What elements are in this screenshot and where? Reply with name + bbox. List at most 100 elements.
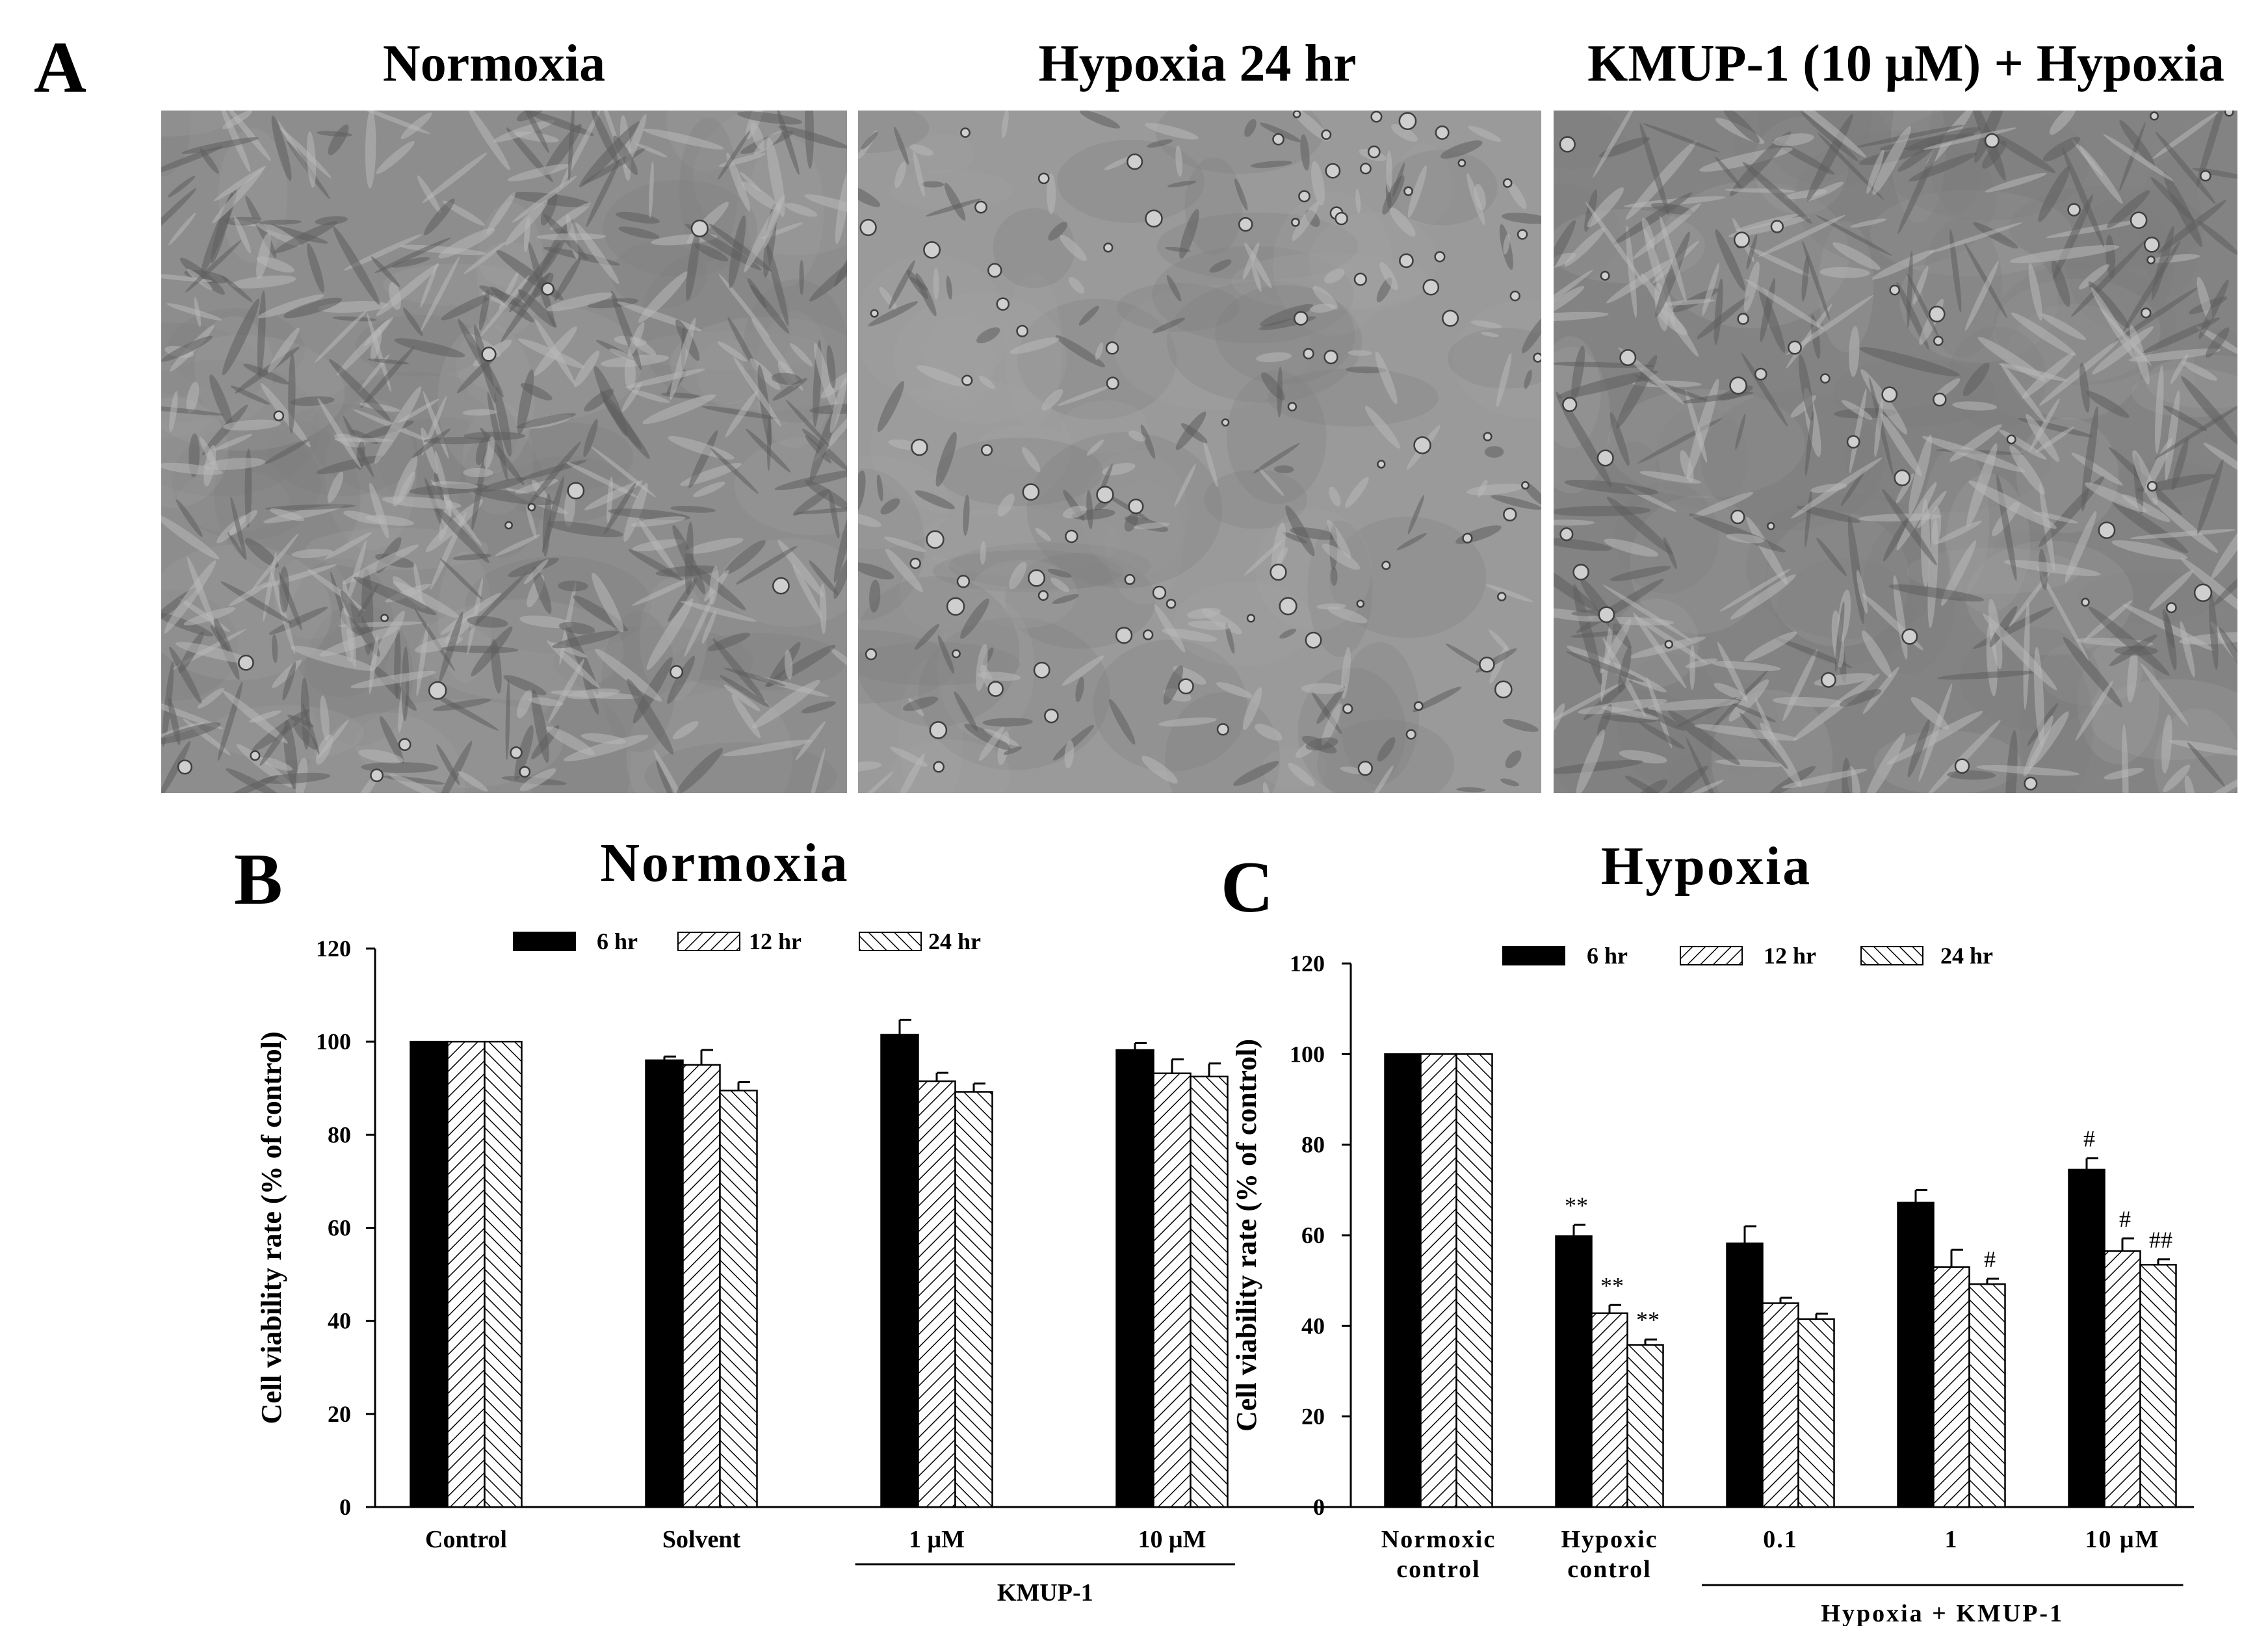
micrograph-cell	[1750, 248, 1810, 277]
micrograph-shading	[1156, 111, 1324, 174]
micrograph-round-cell	[1894, 469, 1911, 486]
micrograph-shading	[1184, 157, 1243, 256]
micrograph-round-cell	[1462, 532, 1473, 544]
micrograph-cell	[1209, 259, 1232, 273]
micrograph-cell	[1610, 566, 1671, 581]
micrograph-cell	[1897, 143, 1936, 172]
micrograph-cell	[1604, 538, 1659, 557]
micrograph-cell	[747, 278, 767, 308]
y-tick-label: 20	[328, 1401, 351, 1427]
micrograph-cell	[2152, 497, 2219, 553]
micrograph-cell	[314, 309, 368, 363]
micrograph-cell	[1496, 353, 1512, 408]
micrograph-cell	[933, 267, 939, 300]
micrograph-cell	[1128, 430, 1146, 442]
micrograph-round-cell	[1619, 349, 1637, 366]
micrograph-cell	[725, 390, 758, 438]
micrograph-cell	[2163, 405, 2208, 431]
micrograph-cell	[777, 540, 824, 597]
micrograph-cell	[1068, 277, 1085, 294]
micrograph-round-cell	[1216, 723, 1229, 736]
micrograph-cell	[1291, 111, 1330, 142]
micrograph-round-cell	[1293, 311, 1309, 326]
micrograph-round-cell	[1305, 631, 1322, 649]
micrograph-shading	[1061, 400, 1149, 454]
micrograph-cell	[1729, 131, 1792, 196]
micrograph-round-cell	[1128, 498, 1144, 514]
micrograph-round-cell	[1933, 392, 1947, 407]
micrograph-cell	[520, 111, 549, 153]
micrograph-cell	[2106, 190, 2150, 229]
micrograph-round-cell	[238, 654, 254, 671]
micrograph-cell	[1257, 467, 1284, 496]
micrograph-cell	[290, 396, 335, 406]
micrograph-round-cell	[1115, 627, 1133, 644]
micrograph-cell	[805, 111, 814, 169]
micrograph-cell	[586, 159, 620, 228]
micrograph-cell	[1571, 345, 1585, 402]
micrograph-cell	[1468, 125, 1502, 142]
micrograph-cell	[2128, 348, 2221, 362]
bar	[1153, 1072, 1192, 1508]
micrograph-cell	[458, 771, 488, 792]
micrograph-cell	[1256, 352, 1292, 363]
micrograph-cell	[1661, 299, 1715, 306]
micrograph-round-cell	[2098, 521, 2116, 539]
micrograph-cell	[804, 194, 847, 215]
micrograph-cell	[1279, 629, 1297, 639]
micrograph-cell	[954, 691, 978, 732]
bar	[1115, 1049, 1154, 1508]
micrograph-cell	[1316, 686, 1346, 724]
micrograph-cell	[736, 111, 803, 125]
micrograph-cell	[1501, 213, 1541, 224]
micrograph-cell	[1554, 252, 1576, 270]
micrograph-cell	[1931, 506, 1942, 545]
micrograph-cell	[230, 275, 296, 289]
micrograph-cell	[680, 601, 757, 622]
micrograph-round-cell	[1044, 708, 1059, 724]
micrograph-cell	[1746, 517, 1788, 585]
bar	[1968, 1283, 2006, 1508]
micrograph-cell	[1554, 703, 1565, 737]
micrograph-cell	[1744, 631, 1797, 662]
micrograph-cell	[1680, 450, 1694, 483]
micrograph-cell	[265, 439, 309, 464]
micrograph-round-cell	[1521, 481, 1530, 490]
micrograph-cell	[1839, 689, 1882, 707]
micrograph-cell	[1175, 145, 1183, 177]
bar	[410, 1040, 449, 1508]
micrograph-cell	[1300, 134, 1310, 171]
micrograph-cell	[367, 358, 410, 365]
micrograph-round-cell	[1037, 172, 1050, 185]
micrograph-cell	[463, 241, 506, 274]
micrograph-cell	[2196, 111, 2229, 188]
micrograph-round-cell	[952, 649, 961, 659]
micrograph-cell	[230, 496, 247, 560]
micrograph-shading	[1105, 480, 1184, 605]
legend-swatch	[677, 932, 740, 951]
micrograph-cell	[291, 549, 333, 558]
micrograph-round-cell	[1298, 190, 1310, 203]
micrograph-cell	[693, 481, 725, 497]
micrograph-cell	[2132, 450, 2158, 506]
micrograph-cell	[1767, 766, 1816, 793]
micrograph-shading	[1329, 516, 1487, 638]
panel-letter: C	[1221, 847, 1273, 928]
micrograph-cell	[2181, 376, 2237, 447]
micrograph-cell	[2143, 317, 2221, 354]
micrograph-cell	[1225, 623, 1235, 654]
micrograph-cell	[903, 696, 939, 711]
micrograph-round-cell	[1272, 133, 1284, 146]
micrograph-cell	[161, 405, 224, 416]
y-axis-label: Cell viability rate (% of control)	[255, 1031, 287, 1424]
micrograph-shading	[858, 111, 930, 153]
micrograph-cell	[1639, 471, 1702, 484]
micrograph-cell	[1989, 606, 2018, 648]
y-tick-label: 40	[328, 1308, 351, 1334]
micrograph-cell	[643, 128, 724, 150]
micrograph-cell	[1917, 490, 1947, 529]
micrograph-cell	[550, 202, 592, 230]
micrograph-cell	[1152, 317, 1186, 334]
micrograph-cell	[1928, 222, 2022, 254]
micrograph-cell	[1659, 216, 1687, 303]
